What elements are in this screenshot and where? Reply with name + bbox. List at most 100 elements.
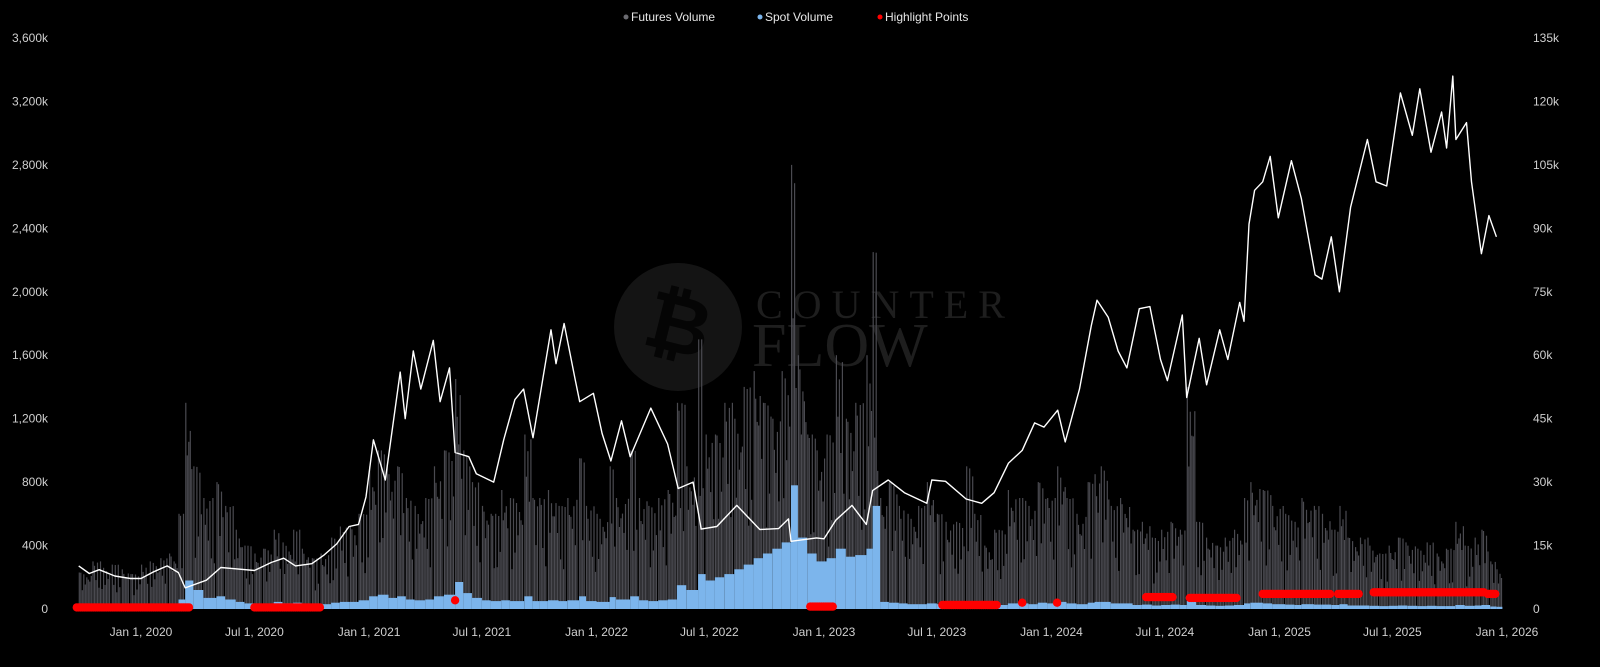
- futures-volume-bar: [322, 565, 324, 609]
- futures-volume-bar: [1251, 492, 1253, 609]
- legend-label: Spot Volume: [765, 10, 833, 24]
- futures-volume-bar: [896, 494, 898, 609]
- highlight-point: [315, 603, 325, 612]
- futures-volume-bar: [1120, 498, 1122, 609]
- futures-volume-bar: [189, 430, 191, 609]
- spot-volume-bar: [1110, 603, 1120, 609]
- futures-volume-bar: [614, 546, 616, 609]
- spot-volume-bar: [1407, 605, 1418, 609]
- spot-volume-bar: [1262, 603, 1272, 609]
- futures-volume-bar: [1066, 498, 1068, 609]
- y-axis-right: 0 15k 30k 45k 60k 75k 90k 105k 120k 135k: [1533, 31, 1560, 616]
- futures-volume-bar: [226, 512, 228, 609]
- futures-volume-bar: [970, 527, 972, 609]
- futures-volume-bar: [255, 562, 258, 609]
- futures-volume-bar: [615, 498, 618, 609]
- spot-volume-bar: [791, 485, 798, 609]
- futures-volume-bar: [1319, 569, 1321, 609]
- futures-volume-bar: [452, 496, 455, 609]
- futures-volume-bar: [1445, 548, 1448, 609]
- futures-volume-bar: [972, 476, 974, 609]
- futures-volume-bar: [959, 523, 961, 609]
- futures-volume-bar: [1173, 558, 1175, 609]
- futures-volume-bar: [1402, 538, 1404, 609]
- futures-volume-bar: [124, 577, 126, 609]
- futures-volume-bar: [351, 529, 353, 609]
- y-right-tick-label: 0: [1533, 602, 1540, 616]
- futures-volume-bar: [1048, 508, 1050, 609]
- futures-volume-bar: [978, 556, 980, 609]
- futures-volume-bar: [727, 483, 729, 609]
- futures-volume-bar: [713, 519, 715, 609]
- futures-volume-bar: [1311, 537, 1314, 609]
- futures-volume-bar: [1474, 537, 1476, 609]
- futures-volume-bar: [518, 512, 521, 609]
- futures-volume-bar: [649, 567, 651, 609]
- futures-volume-bar: [294, 561, 296, 609]
- futures-volume-bar: [607, 522, 609, 609]
- futures-volume-bar: [1286, 570, 1288, 609]
- x-tick-label: Jul 1, 2023: [907, 625, 966, 639]
- futures-volume-bar: [563, 569, 565, 609]
- spot-volume-bar: [463, 593, 472, 609]
- futures-volume-bar: [702, 488, 704, 609]
- highlight-point: [1018, 598, 1027, 607]
- futures-volume-bar: [1172, 523, 1174, 609]
- spot-volume-bar: [772, 548, 782, 609]
- futures-volume-bar: [851, 471, 853, 609]
- spot-volume-bar: [1094, 601, 1101, 609]
- futures-volume-bar: [1429, 545, 1431, 609]
- spot-volume-bar: [547, 600, 559, 609]
- futures-volume-bar: [464, 535, 466, 609]
- spot-volume-bar: [705, 580, 715, 609]
- futures-volume-bar: [131, 574, 134, 609]
- futures-volume-bar: [1362, 565, 1365, 609]
- futures-volume-bar: [1212, 542, 1214, 609]
- y-left-tick-label: 2,000k: [12, 285, 49, 299]
- futures-volume-bar: [612, 469, 614, 609]
- futures-volume-bar: [1226, 546, 1228, 609]
- spot-volume-bar: [1028, 604, 1038, 609]
- futures-volume-bar: [669, 494, 671, 609]
- futures-volume-bar: [301, 548, 303, 609]
- futures-volume-bar: [191, 469, 193, 609]
- futures-volume-bar: [231, 569, 233, 609]
- futures-volume-bar: [505, 506, 507, 609]
- futures-volume-bar: [1308, 522, 1311, 609]
- futures-volume-bar: [1077, 524, 1080, 609]
- futures-volume-bar: [117, 564, 119, 609]
- futures-volume-bar: [1456, 543, 1458, 609]
- futures-volume-bar: [385, 512, 387, 609]
- futures-volume-bar: [1436, 553, 1438, 609]
- futures-volume-bar: [768, 493, 771, 609]
- futures-volume-bar: [328, 555, 330, 609]
- futures-volume-bar: [580, 458, 582, 609]
- futures-volume-bar: [991, 559, 993, 609]
- futures-volume-bar: [684, 404, 686, 609]
- futures-volume-bar: [1069, 499, 1071, 609]
- spot-volume-bar: [1313, 604, 1322, 609]
- futures-volume-bar: [210, 558, 212, 609]
- futures-volume-bar: [103, 567, 105, 609]
- futures-volume-bar: [1383, 588, 1385, 609]
- spot-volume-bar: [349, 601, 359, 609]
- futures-volume-bar: [1203, 560, 1205, 609]
- futures-volume-bar: [1470, 548, 1472, 609]
- y-left-tick-label: 800k: [22, 475, 49, 489]
- futures-volume-bar: [1043, 523, 1045, 609]
- futures-volume-bar: [240, 547, 242, 609]
- watermark-logo: ₿ COUNTER FLOW: [614, 263, 1005, 391]
- futures-volume-bar: [1009, 526, 1011, 609]
- futures-volume-bar: [133, 595, 135, 609]
- futures-volume-bar: [419, 533, 421, 609]
- futures-volume-bar: [1375, 556, 1377, 609]
- futures-volume-bar: [525, 476, 527, 609]
- spot-volume-bar: [1347, 605, 1360, 609]
- spot-volume-bar: [1331, 605, 1340, 609]
- futures-volume-bar: [1076, 513, 1078, 609]
- futures-volume-bar: [331, 537, 333, 609]
- futures-volume-bar: [1393, 560, 1395, 609]
- futures-volume-bar: [101, 589, 103, 609]
- futures-volume-bar: [1113, 510, 1115, 609]
- futures-volume-bar: [786, 460, 788, 609]
